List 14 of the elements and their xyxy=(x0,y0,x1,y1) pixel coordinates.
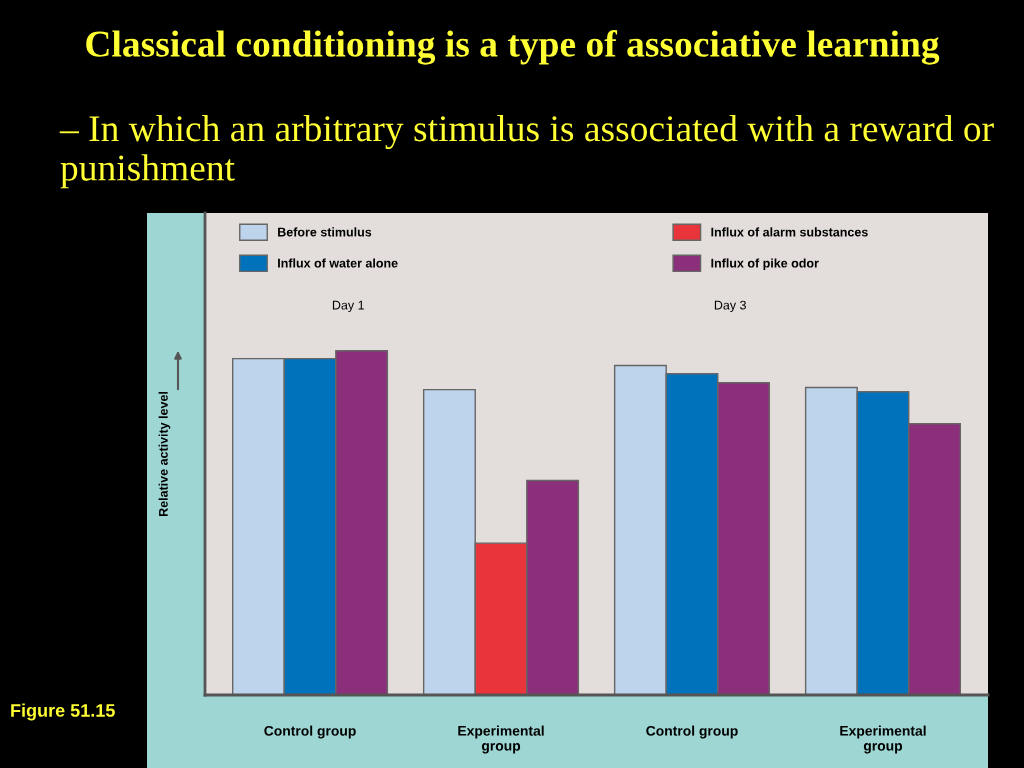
caption: Figure 51.15 xyxy=(11,703,115,721)
chart-subtitle: – In which an arbitrary stimulus is associated with a reward or punishment xyxy=(59,115,994,189)
legend-label: Influx of alarm substances xyxy=(711,227,868,237)
legend-label: Influx of pike odor xyxy=(711,258,819,271)
chart-title: Classical conditioning is a type of associative learning xyxy=(86,30,940,65)
x-tick-label: Control group xyxy=(264,725,356,739)
x-tick-label: Experimental group xyxy=(840,725,926,754)
x-tick-label: Experimental group xyxy=(458,725,544,754)
text: Day 3 xyxy=(714,300,746,312)
legend-label: Influx of water alone xyxy=(278,258,398,268)
x-tick-label: Control group xyxy=(646,725,738,739)
text: Day 1 xyxy=(332,300,364,312)
y-axis-title: Relative activity level xyxy=(158,391,171,517)
legend-label: Before stimulus xyxy=(278,227,372,237)
